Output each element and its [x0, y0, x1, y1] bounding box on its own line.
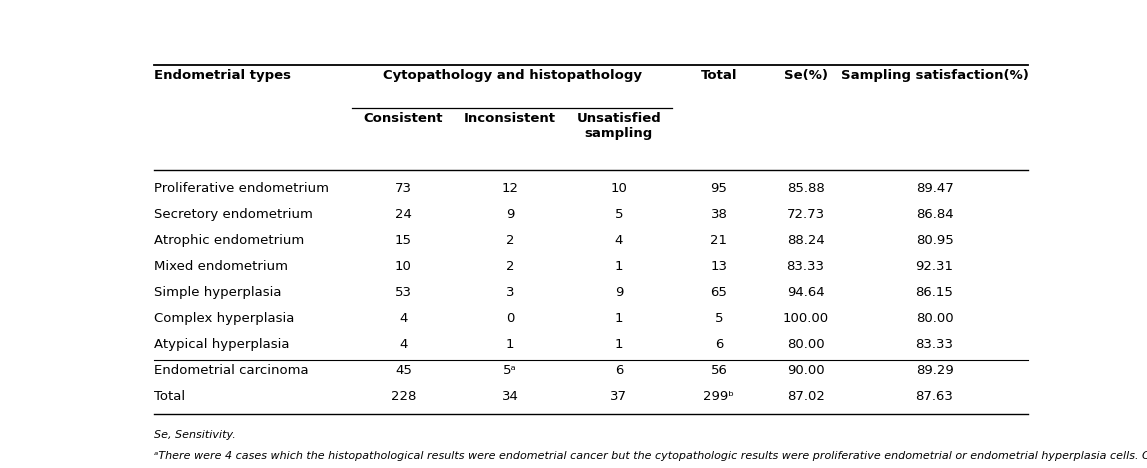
Text: 0: 0: [506, 312, 514, 325]
Text: 21: 21: [710, 234, 727, 247]
Text: 1: 1: [615, 338, 623, 351]
Text: Total: Total: [701, 69, 738, 82]
Text: 83.33: 83.33: [915, 338, 953, 351]
Text: 5ᵃ: 5ᵃ: [504, 364, 517, 377]
Text: 85.88: 85.88: [787, 182, 825, 195]
Text: 10: 10: [610, 182, 627, 195]
Text: 80.95: 80.95: [915, 234, 953, 247]
Text: 6: 6: [615, 364, 623, 377]
Text: ᵃThere were 4 cases which the histopathological results were endometrial cancer : ᵃThere were 4 cases which the histopatho…: [154, 451, 1147, 461]
Text: 3: 3: [506, 286, 514, 299]
Text: Endometrial carcinoma: Endometrial carcinoma: [154, 364, 309, 377]
Text: 12: 12: [501, 182, 518, 195]
Text: Consistent: Consistent: [364, 112, 443, 125]
Text: Sampling satisfaction(%): Sampling satisfaction(%): [841, 69, 1029, 82]
Text: 53: 53: [395, 286, 412, 299]
Text: 9: 9: [615, 286, 623, 299]
Text: 34: 34: [501, 390, 518, 403]
Text: 86.84: 86.84: [915, 208, 953, 221]
Text: 83.33: 83.33: [787, 260, 825, 273]
Text: 56: 56: [710, 364, 727, 377]
Text: Endometrial types: Endometrial types: [154, 69, 291, 82]
Text: Unsatisfied
sampling: Unsatisfied sampling: [577, 112, 662, 140]
Text: 92.31: 92.31: [915, 260, 953, 273]
Text: 100.00: 100.00: [782, 312, 828, 325]
Text: 1: 1: [506, 338, 514, 351]
Text: 38: 38: [710, 208, 727, 221]
Text: Secretory endometrium: Secretory endometrium: [154, 208, 313, 221]
Text: 24: 24: [395, 208, 412, 221]
Text: 5: 5: [715, 312, 724, 325]
Text: 5: 5: [615, 208, 623, 221]
Text: 80.00: 80.00: [915, 312, 953, 325]
Text: 65: 65: [710, 286, 727, 299]
Text: 73: 73: [395, 182, 412, 195]
Text: 6: 6: [715, 338, 723, 351]
Text: 9: 9: [506, 208, 514, 221]
Text: 10: 10: [395, 260, 412, 273]
Text: 80.00: 80.00: [787, 338, 825, 351]
Text: 2: 2: [506, 260, 514, 273]
Text: 89.47: 89.47: [915, 182, 953, 195]
Text: 15: 15: [395, 234, 412, 247]
Text: 87.02: 87.02: [787, 390, 825, 403]
Text: Total: Total: [154, 390, 185, 403]
Text: Se, Sensitivity.: Se, Sensitivity.: [154, 430, 236, 440]
Text: 4: 4: [615, 234, 623, 247]
Text: 299ᵇ: 299ᵇ: [703, 390, 734, 403]
Text: 87.63: 87.63: [915, 390, 953, 403]
Text: 94.64: 94.64: [787, 286, 825, 299]
Text: 1: 1: [615, 260, 623, 273]
Text: Simple hyperplasia: Simple hyperplasia: [154, 286, 281, 299]
Text: 88.24: 88.24: [787, 234, 825, 247]
Text: 72.73: 72.73: [787, 208, 825, 221]
Text: Atypical hyperplasia: Atypical hyperplasia: [154, 338, 289, 351]
Text: 45: 45: [395, 364, 412, 377]
Text: 90.00: 90.00: [787, 364, 825, 377]
Text: 4: 4: [399, 312, 407, 325]
Text: 37: 37: [610, 390, 627, 403]
Text: 1: 1: [615, 312, 623, 325]
Text: Proliferative endometrium: Proliferative endometrium: [154, 182, 329, 195]
Text: 89.29: 89.29: [915, 364, 953, 377]
Text: Atrophic endometrium: Atrophic endometrium: [154, 234, 304, 247]
Text: 2: 2: [506, 234, 514, 247]
Text: 228: 228: [391, 390, 416, 403]
Text: 86.15: 86.15: [915, 286, 953, 299]
Text: Inconsistent: Inconsistent: [465, 112, 556, 125]
Text: 95: 95: [710, 182, 727, 195]
Text: Cytopathology and histopathology: Cytopathology and histopathology: [383, 69, 642, 82]
Text: Se(%): Se(%): [783, 69, 828, 82]
Text: Complex hyperplasia: Complex hyperplasia: [154, 312, 295, 325]
Text: 13: 13: [710, 260, 727, 273]
Text: Mixed endometrium: Mixed endometrium: [154, 260, 288, 273]
Text: 4: 4: [399, 338, 407, 351]
